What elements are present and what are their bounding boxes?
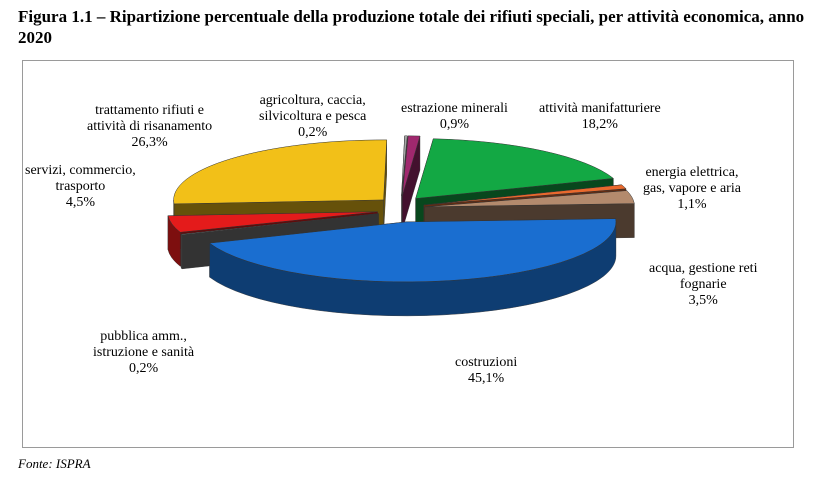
chart-area: agricoltura, caccia, silvicoltura e pesc… bbox=[22, 60, 794, 448]
slice-top bbox=[208, 218, 617, 283]
pie-slice bbox=[402, 135, 421, 230]
slice-outer-wall bbox=[180, 233, 183, 270]
slice-label-costruzioni: costruzioni 45,1% bbox=[455, 355, 518, 386]
slice-label-pubblica: pubblica amm., istruzione e sanità 0,2% bbox=[93, 329, 195, 376]
figure-title: Figura 1.1 – Ripartizione percentuale de… bbox=[18, 7, 805, 47]
slice-label-energia: energia elettrica, gas, vapore e aria 1,… bbox=[643, 165, 741, 212]
slice-label-trattamento: trattamento rifiuti e attività di risana… bbox=[87, 103, 213, 150]
slice-label-agricoltura: agricoltura, caccia, silvicoltura e pesc… bbox=[259, 93, 367, 140]
slice-top bbox=[415, 138, 615, 199]
slice-top bbox=[424, 190, 635, 208]
slice-label-estrazione: estrazione minerali 0,9% bbox=[401, 101, 508, 132]
slice-label-servizi: servizi, commercio, trasporto 4,5% bbox=[25, 163, 136, 210]
slice-top bbox=[180, 213, 379, 236]
slice-top bbox=[401, 135, 408, 196]
slice-top bbox=[173, 139, 388, 205]
pie-chart bbox=[167, 135, 635, 317]
pie-slice bbox=[208, 218, 617, 317]
slice-top bbox=[402, 135, 421, 196]
figure-source: Fonte: ISPRA bbox=[18, 456, 91, 471]
slice-top bbox=[167, 211, 378, 233]
slice-top bbox=[423, 184, 627, 206]
slice-label-manifatturiere: attività manifatturiere 18,2% bbox=[539, 101, 661, 132]
slice-label-acqua: acqua, gestione reti fognarie 3,5% bbox=[649, 261, 758, 308]
